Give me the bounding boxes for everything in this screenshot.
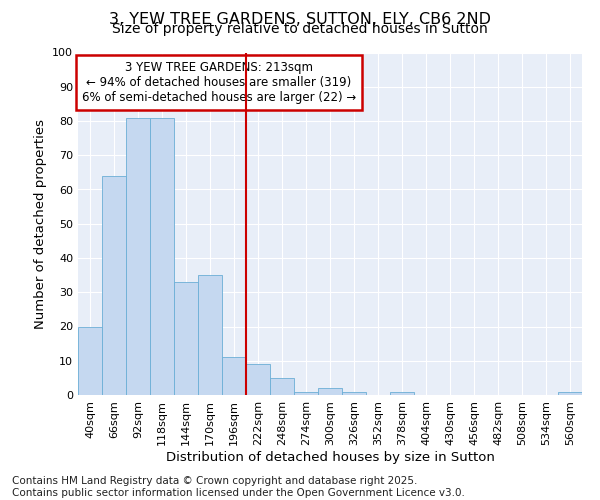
Bar bbox=[318, 388, 342, 395]
Bar bbox=[390, 392, 414, 395]
Bar bbox=[222, 358, 246, 395]
Bar bbox=[342, 392, 366, 395]
Bar bbox=[294, 392, 318, 395]
Bar bbox=[126, 118, 150, 395]
Bar bbox=[246, 364, 270, 395]
Text: 3, YEW TREE GARDENS, SUTTON, ELY, CB6 2ND: 3, YEW TREE GARDENS, SUTTON, ELY, CB6 2N… bbox=[109, 12, 491, 28]
Bar bbox=[558, 392, 582, 395]
Bar bbox=[198, 275, 222, 395]
Bar bbox=[102, 176, 126, 395]
Text: Size of property relative to detached houses in Sutton: Size of property relative to detached ho… bbox=[112, 22, 488, 36]
Text: Contains HM Land Registry data © Crown copyright and database right 2025.
Contai: Contains HM Land Registry data © Crown c… bbox=[12, 476, 465, 498]
Y-axis label: Number of detached properties: Number of detached properties bbox=[34, 118, 47, 329]
Bar bbox=[78, 326, 102, 395]
Bar bbox=[270, 378, 294, 395]
Bar bbox=[150, 118, 174, 395]
Text: 3 YEW TREE GARDENS: 213sqm
← 94% of detached houses are smaller (319)
6% of semi: 3 YEW TREE GARDENS: 213sqm ← 94% of deta… bbox=[82, 61, 356, 104]
Bar bbox=[174, 282, 198, 395]
X-axis label: Distribution of detached houses by size in Sutton: Distribution of detached houses by size … bbox=[166, 450, 494, 464]
